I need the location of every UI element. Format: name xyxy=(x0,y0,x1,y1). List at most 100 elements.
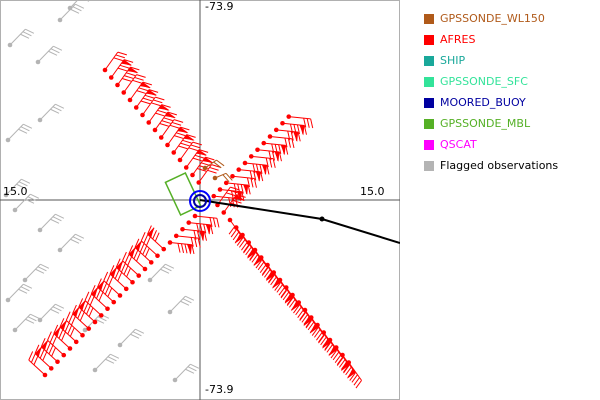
afres-wind-barb xyxy=(248,154,276,168)
flagged-observations-layer xyxy=(3,0,200,383)
flagged-wind-barb xyxy=(167,295,195,315)
legend-item-flagged-observations[interactable]: Flagged observations xyxy=(424,155,594,176)
afres-wind-barb xyxy=(261,140,289,156)
moored-buoy-ring-inner xyxy=(193,194,207,208)
afres-wind-barb xyxy=(192,213,220,228)
flagged-wind-barb xyxy=(57,3,85,23)
afres-wind-barb xyxy=(242,160,270,176)
legend-item-ship[interactable]: SHIP xyxy=(424,50,594,71)
legend: GPSSONDE_WL150 AFRES SHIP GPSSONDE_SFC M… xyxy=(424,8,594,176)
afres-wind-barb xyxy=(115,258,135,285)
legend-label: GPSSONDE_WL150 xyxy=(440,12,545,25)
flagged-wind-barb xyxy=(7,28,35,48)
afres-wind-barb xyxy=(152,111,178,133)
afres-wind-barb xyxy=(236,167,264,182)
afres-wind-barb xyxy=(147,225,167,252)
afres-wind-barb xyxy=(321,330,337,359)
gpssonde-wind-barb xyxy=(212,172,233,183)
afres-wind-barb xyxy=(128,245,148,272)
legend-swatch xyxy=(424,118,434,129)
legend-item-gpssonde-sfc[interactable]: GPSSONDE_SFC xyxy=(424,71,594,92)
legend-item-afres[interactable]: AFRES xyxy=(424,29,594,50)
afres-wind-barb xyxy=(78,298,98,325)
afres-wind-barb xyxy=(34,344,54,371)
legend-label: MOORED_BUOY xyxy=(440,96,526,109)
flagged-wind-barb xyxy=(3,178,31,198)
afres-wind-barb xyxy=(140,232,160,259)
afres-wind-barb xyxy=(90,285,110,312)
legend-swatch xyxy=(424,76,434,87)
legend-item-gpssonde-wl150[interactable]: GPSSONDE_WL150 xyxy=(424,8,594,29)
legend-swatch xyxy=(424,34,434,45)
flagged-wind-barb xyxy=(67,0,90,11)
afres-wind-barb xyxy=(165,126,190,148)
afres-wind-barb xyxy=(186,220,214,235)
afres-observations-layer xyxy=(28,51,362,389)
flagged-wind-barb xyxy=(35,45,63,65)
afres-wind-barb xyxy=(121,74,146,95)
legend-label: QSCAT xyxy=(440,138,477,151)
afres-wind-barb xyxy=(173,233,201,248)
legend-item-gpssonde-mbl[interactable]: GPSSONDE_MBL xyxy=(424,113,594,134)
afres-wind-barb xyxy=(158,119,184,140)
afres-wind-barb xyxy=(146,104,171,125)
afres-wind-barb xyxy=(180,226,207,242)
flagged-wind-barb xyxy=(37,213,65,233)
afres-wind-barb xyxy=(217,187,245,202)
legend-label: GPSSONDE_MBL xyxy=(440,117,531,130)
afres-wind-barb xyxy=(115,66,140,88)
afres-wind-barb xyxy=(171,134,196,155)
afres-wind-barb xyxy=(109,265,129,292)
afres-wind-barb xyxy=(134,238,154,265)
afres-wind-barb xyxy=(59,318,79,345)
afres-wind-barb xyxy=(280,120,307,136)
afres-wind-barb xyxy=(230,173,257,188)
afres-wind-barb xyxy=(273,127,301,143)
legend-item-moored-buoy[interactable]: MOORED_BUOY xyxy=(424,92,594,113)
bottom-axis-label: -73.9 xyxy=(205,383,234,396)
afres-wind-barb xyxy=(47,331,67,358)
right-axis-label: 15.0 xyxy=(360,185,385,198)
left-axis-label: 15.0 xyxy=(3,185,28,198)
moored-buoy-ring-outer xyxy=(189,190,211,212)
flagged-wind-barb xyxy=(12,193,40,213)
flagged-wind-barb xyxy=(5,123,33,143)
afres-wind-barb xyxy=(127,81,153,103)
flagged-wind-barb xyxy=(57,233,85,253)
afres-wind-barb xyxy=(340,352,356,381)
afres-wind-barb xyxy=(102,51,128,73)
legend-item-qscat[interactable]: QSCAT xyxy=(424,134,594,155)
legend-swatch xyxy=(424,97,434,108)
legend-swatch xyxy=(424,13,434,24)
legend-swatch xyxy=(424,55,434,66)
afres-wind-barb xyxy=(196,164,221,185)
afres-wind-barb xyxy=(267,134,295,149)
flagged-wind-barb xyxy=(5,283,33,303)
afres-wind-barb xyxy=(177,141,203,163)
afres-wind-barb xyxy=(227,217,244,246)
afres-wind-barb xyxy=(108,59,134,80)
afres-wind-barb xyxy=(246,240,262,269)
afres-wind-barb xyxy=(265,262,281,291)
flagged-wind-barb xyxy=(172,363,200,383)
flagged-wind-barb xyxy=(22,263,50,283)
afres-wind-barb xyxy=(103,271,123,298)
afres-wind-barb xyxy=(65,311,85,338)
legend-label: AFRES xyxy=(440,33,476,46)
afres-wind-barb xyxy=(302,307,319,336)
flagged-wind-barb xyxy=(37,303,65,323)
sonde-observations-layer xyxy=(164,159,233,216)
afres-wind-barb xyxy=(84,291,104,318)
storm-track-point xyxy=(319,216,325,222)
afres-wind-barb xyxy=(167,240,195,255)
top-axis-label: -73.9 xyxy=(205,0,234,13)
afres-wind-barb xyxy=(286,114,314,129)
flagged-wind-barb xyxy=(12,313,40,333)
afres-wind-barb xyxy=(183,149,209,170)
afres-wind-barb xyxy=(255,147,282,162)
afres-wind-barb xyxy=(140,96,165,118)
legend-label: SHIP xyxy=(440,54,466,67)
legend-swatch xyxy=(424,160,434,171)
flagged-wind-barb xyxy=(147,263,175,283)
afres-wind-barb xyxy=(133,89,159,110)
